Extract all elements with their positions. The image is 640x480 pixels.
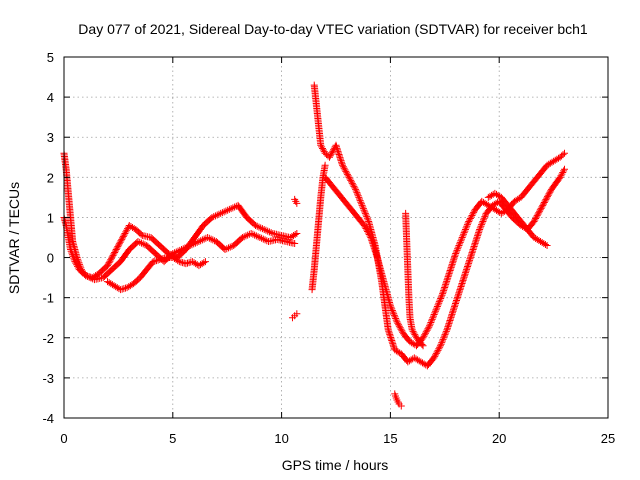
x-tick-label: 0: [60, 431, 67, 446]
y-tick-label: 4: [47, 90, 54, 105]
y-tick-label: 0: [47, 251, 54, 266]
chart-title: Day 077 of 2021, Sidereal Day-to-day VTE…: [78, 21, 588, 37]
x-axis-title: GPS time / hours: [282, 457, 389, 473]
y-tick-label: -4: [42, 411, 54, 426]
x-tick-label: 5: [169, 431, 176, 446]
data-marker: [291, 195, 301, 207]
series-track_i: [402, 209, 427, 350]
series-track_d: [288, 310, 301, 322]
series-track_b: [60, 213, 299, 284]
data-marker: [104, 254, 209, 294]
data-marker: [484, 189, 551, 250]
data-marker: [402, 209, 427, 350]
x-tick-label: 20: [492, 431, 506, 446]
y-tick-label: -2: [42, 331, 54, 346]
x-tick-label: 25: [601, 431, 615, 446]
series-track_g: [310, 81, 568, 370]
series-track_c: [104, 254, 209, 294]
data-points: [60, 81, 568, 410]
series-track_h: [321, 149, 568, 350]
y-tick-label: 3: [47, 130, 54, 145]
series-track_j: [391, 390, 405, 410]
y-tick-label: -1: [42, 291, 54, 306]
data-marker: [60, 213, 299, 284]
plot-frame: [63, 56, 609, 419]
y-tick-label: -3: [42, 371, 54, 386]
y-tick-label: 2: [47, 170, 54, 185]
data-marker: [321, 149, 568, 350]
y-tick-label: 1: [47, 210, 54, 225]
x-tick-label: 15: [383, 431, 397, 446]
y-tick-labels: -4 -3 -2 -1 0 1 2 3 4 5: [42, 50, 54, 426]
y-tick-label: 5: [47, 50, 54, 65]
x-tick-labels: 0 5 10 15 20 25: [60, 431, 615, 446]
data-marker: [288, 310, 301, 322]
data-marker: [310, 81, 568, 370]
series-track_e: [291, 195, 301, 207]
y-axis-title: SDTVAR / TECUs: [6, 182, 22, 294]
series-track_k: [484, 189, 551, 250]
data-marker: [391, 390, 405, 410]
x-tick-label: 10: [274, 431, 288, 446]
axis-ticks: [63, 56, 609, 419]
